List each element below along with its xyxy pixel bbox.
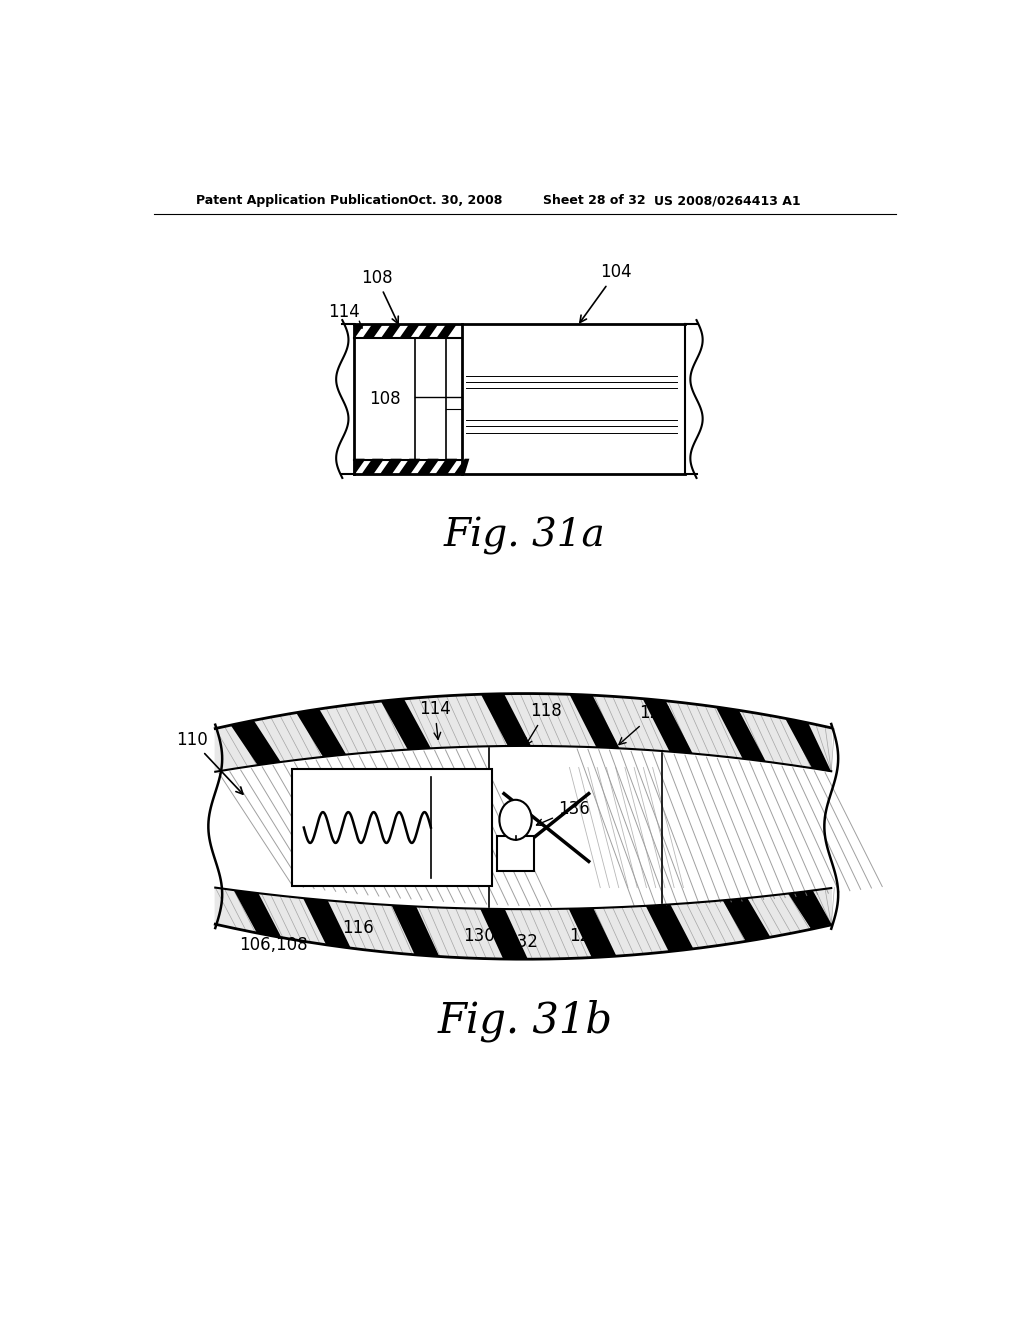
Polygon shape — [398, 459, 420, 474]
Polygon shape — [497, 836, 535, 871]
Polygon shape — [354, 459, 365, 474]
Text: 114: 114 — [419, 700, 451, 739]
Text: Sheet 28 of 32: Sheet 28 of 32 — [543, 194, 645, 207]
Polygon shape — [362, 461, 383, 474]
Text: 116: 116 — [342, 920, 374, 937]
Polygon shape — [296, 709, 346, 756]
Text: 108: 108 — [370, 389, 400, 408]
Polygon shape — [303, 898, 351, 948]
Polygon shape — [292, 770, 493, 886]
Polygon shape — [646, 904, 693, 952]
Polygon shape — [233, 890, 282, 937]
Polygon shape — [354, 461, 365, 474]
Polygon shape — [418, 461, 438, 474]
Text: 104: 104 — [580, 264, 632, 322]
Polygon shape — [569, 694, 620, 748]
Polygon shape — [454, 459, 469, 474]
Polygon shape — [381, 323, 401, 338]
Polygon shape — [568, 908, 616, 957]
Polygon shape — [785, 718, 831, 772]
Text: Fig. 31b: Fig. 31b — [437, 999, 612, 1041]
Polygon shape — [481, 694, 531, 746]
Polygon shape — [417, 459, 438, 474]
Polygon shape — [354, 323, 365, 338]
Text: 122: 122 — [618, 704, 671, 744]
Polygon shape — [399, 323, 420, 338]
Polygon shape — [436, 323, 457, 338]
Polygon shape — [380, 459, 401, 474]
Polygon shape — [215, 887, 831, 960]
Polygon shape — [480, 908, 528, 960]
Polygon shape — [716, 708, 766, 762]
Ellipse shape — [500, 800, 531, 840]
Text: 118: 118 — [525, 702, 562, 746]
Text: 114: 114 — [329, 304, 362, 329]
Polygon shape — [418, 323, 438, 338]
Polygon shape — [436, 461, 457, 474]
Text: Fig. 31a: Fig. 31a — [444, 516, 605, 554]
Polygon shape — [381, 461, 401, 474]
Text: 130: 130 — [463, 927, 495, 945]
Text: 132: 132 — [506, 933, 538, 952]
Polygon shape — [230, 721, 281, 766]
Polygon shape — [361, 459, 383, 474]
Text: 110: 110 — [176, 731, 243, 795]
Polygon shape — [381, 698, 431, 750]
Text: Oct. 30, 2008: Oct. 30, 2008 — [408, 194, 502, 207]
Polygon shape — [723, 898, 770, 941]
Polygon shape — [643, 698, 692, 754]
Text: 108: 108 — [360, 269, 398, 323]
Polygon shape — [435, 459, 457, 474]
Text: 136: 136 — [537, 800, 590, 825]
Polygon shape — [788, 891, 831, 929]
Polygon shape — [399, 461, 420, 474]
Text: 106,108: 106,108 — [239, 936, 307, 954]
Text: US 2008/0264413 A1: US 2008/0264413 A1 — [654, 194, 801, 207]
Polygon shape — [215, 693, 831, 772]
Text: Patent Application Publication: Patent Application Publication — [196, 194, 409, 207]
Text: 120: 120 — [569, 927, 601, 945]
Polygon shape — [362, 323, 383, 338]
Polygon shape — [391, 906, 439, 957]
Polygon shape — [215, 746, 831, 909]
